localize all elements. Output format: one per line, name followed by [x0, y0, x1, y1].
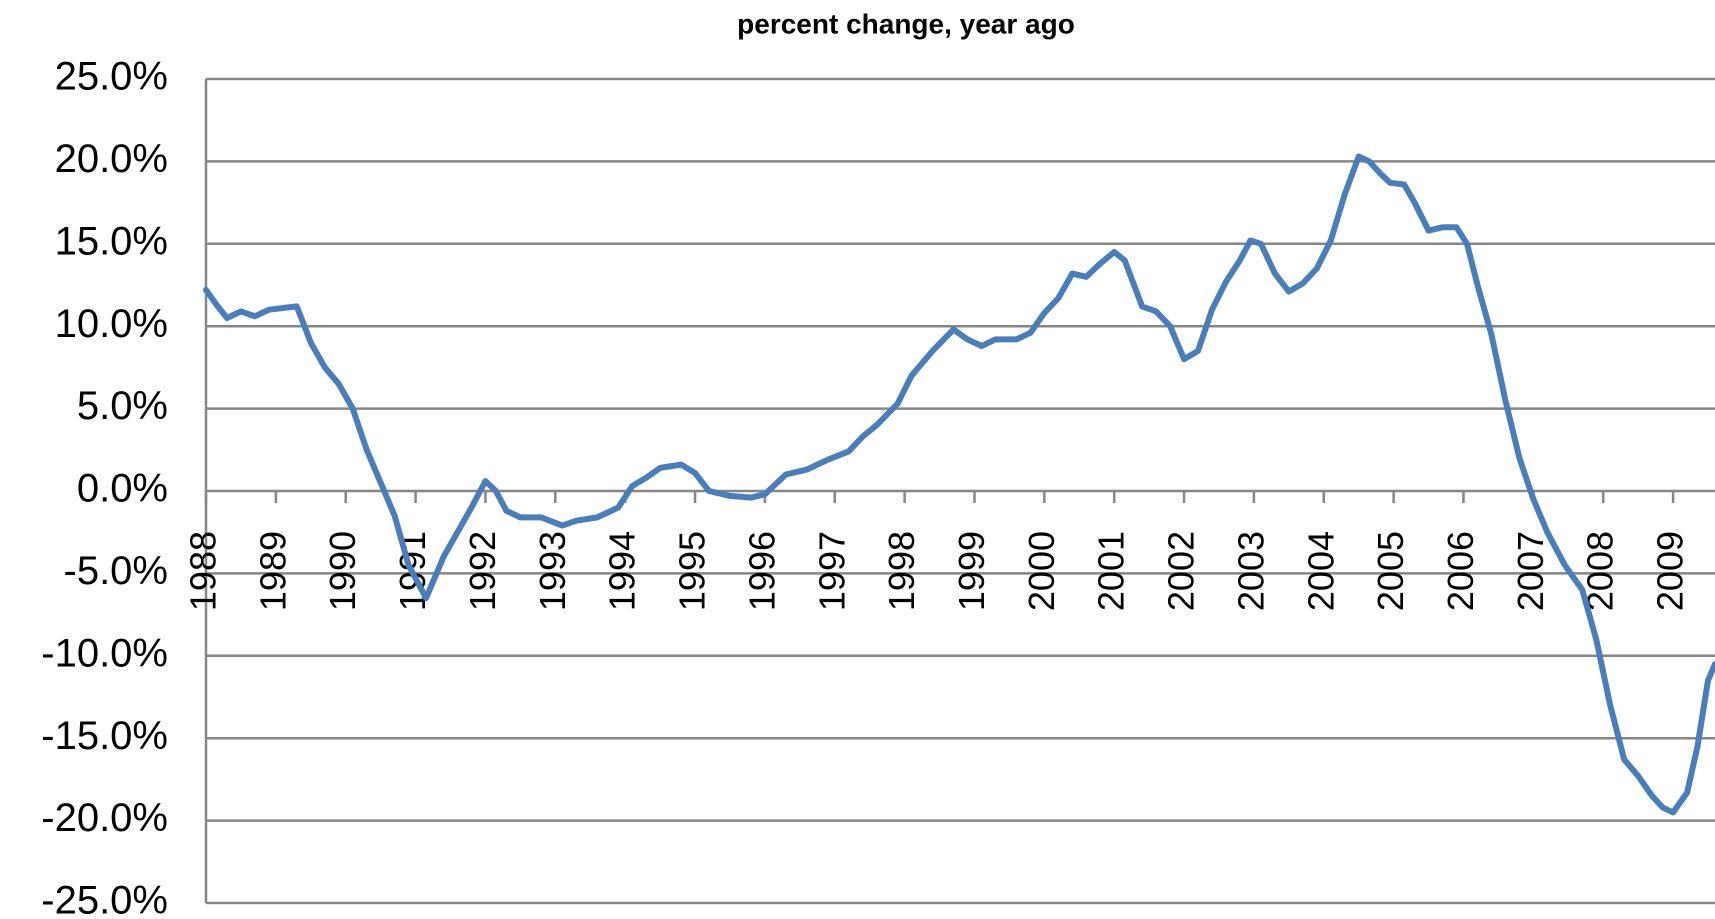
x-tick-label: 2007: [1510, 531, 1551, 611]
y-tick-label: 10.0%: [55, 302, 168, 346]
x-tick-label: 2004: [1300, 531, 1341, 611]
x-tick-label: 2000: [1021, 531, 1062, 611]
y-tick-label: -10.0%: [41, 631, 168, 675]
x-tick-label: 1988: [183, 531, 224, 611]
y-tick-label: -5.0%: [64, 549, 169, 593]
x-tick-label: 1998: [881, 531, 922, 611]
x-tick-label: 2003: [1230, 531, 1271, 611]
y-tick-label: -25.0%: [41, 879, 168, 919]
y-tick-label: 5.0%: [77, 384, 168, 428]
y-tick-label: 0.0%: [77, 467, 168, 511]
x-tick-label: 2005: [1370, 531, 1411, 611]
x-tick-label: 1997: [811, 531, 852, 611]
y-tick-label: 15.0%: [55, 219, 168, 263]
y-tick-label: 25.0%: [55, 55, 168, 99]
x-tick-label: 1994: [602, 531, 643, 611]
x-tick-label: 1999: [951, 531, 992, 611]
x-tick-label: 1989: [252, 531, 293, 611]
x-tick-label: 1995: [672, 531, 713, 611]
x-tick-label: 1996: [741, 531, 782, 611]
x-tick-label: 1993: [532, 531, 573, 611]
x-tick-label: 2006: [1440, 531, 1481, 611]
x-tick-label: 1992: [462, 531, 503, 611]
x-tick-label: 2009: [1650, 531, 1691, 611]
y-tick-label: -20.0%: [41, 796, 168, 840]
chart-title: percent change, year ago: [737, 8, 1075, 39]
y-tick-label: 20.0%: [55, 137, 168, 181]
data-line: [203, 153, 1715, 816]
y-tick-label: -15.0%: [41, 714, 168, 758]
x-tick-label: 2002: [1161, 531, 1202, 611]
x-tick-label: 1990: [322, 531, 363, 611]
x-tick-label: 2001: [1091, 531, 1132, 611]
